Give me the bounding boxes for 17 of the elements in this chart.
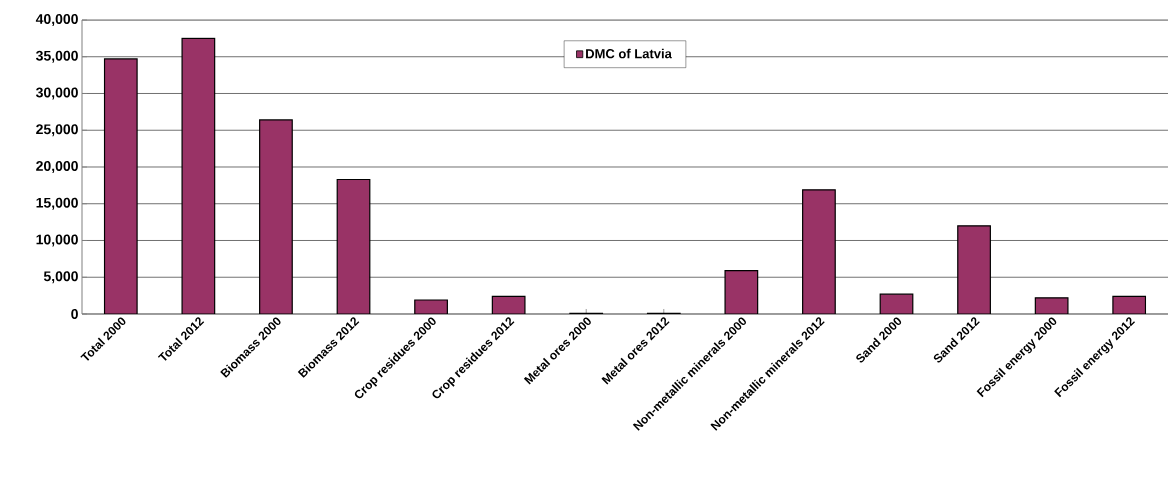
bar xyxy=(103,58,138,314)
y-tick-label: 25,000 xyxy=(36,124,78,137)
y-tick-label: 0 xyxy=(71,309,78,319)
y-tick-label: 20,000 xyxy=(36,161,78,173)
y-tick-label: 5,000 xyxy=(43,271,78,284)
y-tick-label: 15,000 xyxy=(36,197,78,210)
bar xyxy=(336,178,371,314)
bar xyxy=(802,189,836,314)
y-tick-label: 40,000 xyxy=(35,14,78,26)
bar xyxy=(724,270,759,314)
bar xyxy=(957,225,991,314)
y-tick-label: 30,000 xyxy=(35,87,78,100)
legend-label: DMC of Latvia xyxy=(586,48,672,59)
bar xyxy=(259,119,293,314)
y-tick-label: 35,000 xyxy=(35,50,78,63)
bar xyxy=(181,37,216,314)
y-tick-label: 10,000 xyxy=(36,234,78,247)
